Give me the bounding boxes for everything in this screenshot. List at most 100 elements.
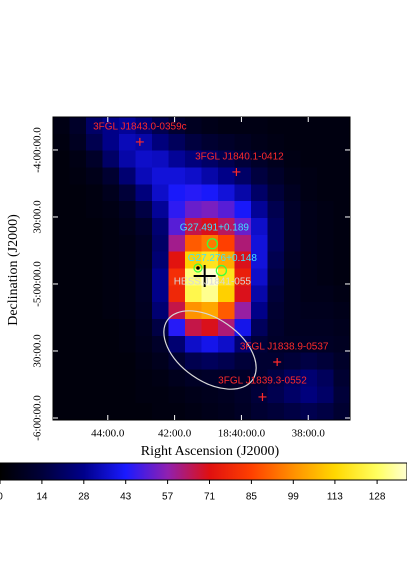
heatmap-cell [185, 201, 202, 219]
heatmap-cell [185, 167, 202, 185]
heatmap-cell [284, 133, 301, 152]
heatmap-cell [53, 150, 70, 168]
heatmap-cell [168, 184, 186, 202]
heatmap-cell [317, 268, 334, 286]
heatmap-cell [300, 133, 318, 152]
heatmap-cell [300, 352, 318, 370]
heatmap-cell [53, 218, 70, 236]
heatmap-cell [251, 386, 268, 404]
heatmap-cell [267, 251, 285, 269]
heatmap-cell [218, 201, 235, 219]
heatmap-cell [86, 218, 103, 236]
heatmap-cell [333, 285, 351, 303]
heatmap-cell [284, 167, 301, 185]
heatmap-cell [69, 251, 87, 269]
heatmap-cell [119, 319, 136, 337]
colorbar-tick-label: 113 [327, 492, 343, 503]
annotations: 3FGL J1843.0-0359c 3FGL J1840.1-0412 G27.4… [93, 122, 329, 401]
heatmap-cell [267, 234, 285, 253]
heatmap-cell [267, 369, 285, 387]
heatmap-cell [135, 117, 153, 135]
heatmap-cell [234, 218, 252, 236]
heatmap-cell [102, 133, 120, 152]
heatmap-cell [86, 403, 103, 421]
heatmap-cell [201, 302, 219, 320]
heatmap-cell [284, 201, 301, 219]
heatmap-cell [53, 133, 70, 152]
heatmap-cell [152, 150, 169, 168]
heatmap-cell [218, 234, 235, 253]
heatmap-cell [317, 150, 334, 168]
heatmap-cell [218, 335, 235, 354]
heatmap-cell [234, 251, 252, 269]
heatmap-cell [152, 319, 169, 337]
colorbar-tick-label: 99 [288, 492, 300, 503]
heatmap-cell [218, 386, 235, 404]
heatmap-cell [86, 369, 103, 387]
source-cross [273, 357, 282, 366]
heatmap-cell [267, 167, 285, 185]
heatmap-cell [53, 201, 70, 219]
heatmap-cell [69, 352, 87, 370]
heatmap-cell [53, 352, 70, 370]
heatmap-cell [152, 218, 169, 236]
colorbar-tick-label: 57 [162, 492, 174, 503]
heatmap-cell [168, 201, 186, 219]
heatmap-cell [119, 117, 136, 135]
heatmap-cell [152, 369, 169, 387]
heatmap-cell [251, 335, 268, 354]
heatmap-cell [69, 218, 87, 236]
heatmap-cell [69, 403, 87, 421]
heatmap-cell [53, 234, 70, 253]
heatmap-cell [201, 133, 219, 152]
heatmap-cell [152, 167, 169, 185]
heatmap-cell [53, 184, 70, 202]
heatmap-cell [86, 386, 103, 404]
heatmap-cell [201, 369, 219, 387]
heatmap-cell [267, 352, 285, 370]
heatmap-cell [218, 352, 235, 370]
heatmap-cell [86, 150, 103, 168]
heatmap-cell [251, 167, 268, 185]
heatmap-cell [135, 335, 153, 354]
heatmap-cell [267, 201, 285, 219]
heatmap-cell [53, 369, 70, 387]
y-tick-label: -5:00:00.0 [32, 261, 44, 307]
source-cross [193, 264, 216, 287]
heatmap-cell [53, 117, 70, 135]
heatmap-cell [284, 218, 301, 236]
source-circle [215, 264, 228, 277]
heatmap-cell [218, 369, 235, 387]
heatmap-cell [86, 285, 103, 303]
heatmap-cell [234, 403, 252, 421]
heatmap-cell [317, 201, 334, 219]
source-circle [206, 238, 219, 250]
heatmap-cell [234, 268, 252, 286]
heatmap-cell [234, 133, 252, 152]
heatmap-cell [69, 184, 87, 202]
heatmap-cell [53, 335, 70, 354]
heatmap-cell [102, 167, 120, 185]
heatmap-cell [53, 319, 70, 337]
heatmap-cell [284, 251, 301, 269]
heatmap-cell [284, 335, 301, 354]
heatmap-cell [185, 268, 202, 286]
heatmap-cell [135, 352, 153, 370]
heatmap-cell [317, 386, 334, 404]
heatmap-cell [267, 133, 285, 152]
heatmap-cell [284, 403, 301, 421]
heatmap-cell [251, 285, 268, 303]
heatmap-cell [333, 251, 351, 269]
source-dot [196, 266, 200, 270]
heatmap-cell [119, 251, 136, 269]
heatmap-cell [251, 319, 268, 337]
colorbar-tick-label: 71 [204, 492, 216, 503]
y-tick-label: 30:00.0 [32, 200, 44, 234]
heatmap-cell [218, 117, 235, 135]
heatmap-cell [267, 184, 285, 202]
heatmap-cell [69, 268, 87, 286]
heatmap-cell [119, 234, 136, 253]
heatmap-cell [333, 335, 351, 354]
heatmap-cell [53, 268, 70, 286]
heatmap-cell [168, 386, 186, 404]
